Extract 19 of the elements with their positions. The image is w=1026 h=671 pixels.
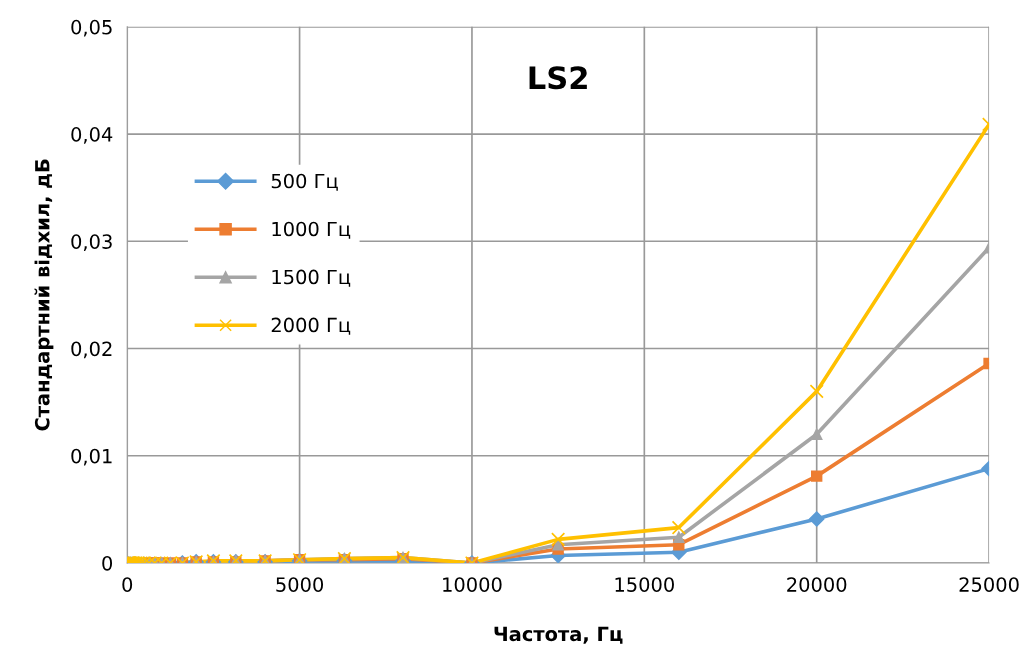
y-tick-label: 0,03 — [71, 234, 112, 251]
x-tick-label: 15000 — [615, 577, 674, 592]
text: LS2 — [529, 66, 587, 90]
legend-label: 1500 Гц — [272, 269, 351, 287]
y-tick-label: 0,01 — [71, 448, 112, 466]
legend-label: 1000 Гц — [272, 221, 351, 239]
legend-label: 500 Гц — [271, 173, 338, 191]
x-tick-label: 0 — [122, 577, 133, 592]
x-tick-label: 5000 — [276, 577, 324, 592]
x-tick-label: 20000 — [787, 577, 847, 592]
y-tick-label: 0,04 — [71, 127, 113, 144]
x-tick-label: 10000 — [443, 577, 502, 592]
x-tick-label: 25000 — [959, 577, 1019, 592]
x-axis-title: Частота, Гц — [494, 626, 623, 644]
y-tick-label: 0 — [102, 555, 113, 571]
y-axis-title: Стандартний відхил, дБ — [34, 159, 54, 431]
legend-label: 2000 Гц — [271, 317, 351, 335]
y-tick-label: 0,02 — [71, 341, 112, 359]
y-tick-label: 0,05 — [71, 19, 112, 37]
